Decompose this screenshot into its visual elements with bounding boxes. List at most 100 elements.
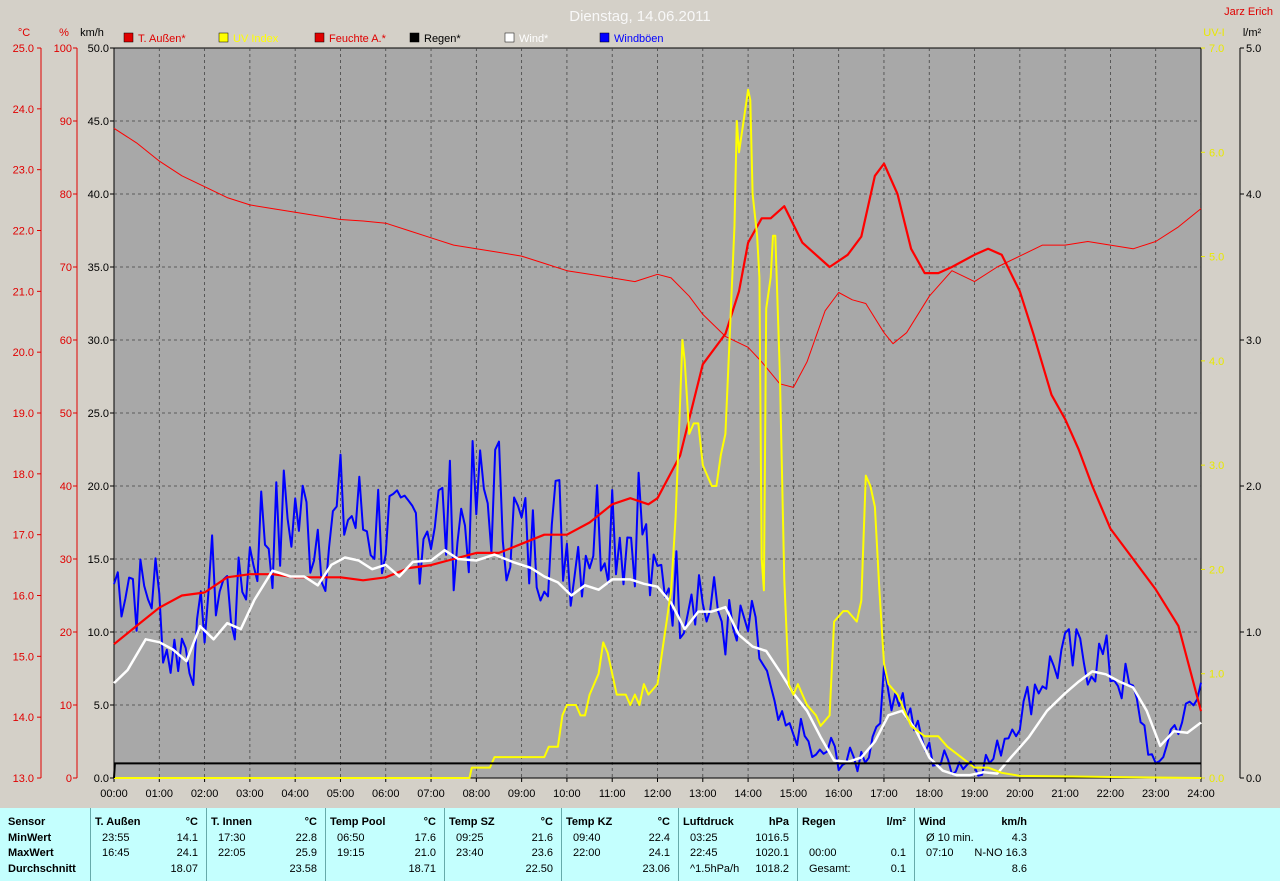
series-line-wind — [113, 548, 1202, 777]
chart-title: Dienstag, 14.06.2011 — [569, 8, 711, 25]
x-tick-label: 23:00 — [1142, 788, 1170, 800]
x-tick-label: 18:00 — [915, 788, 943, 800]
uv-tick-label: 3.0 — [1209, 460, 1224, 472]
rain-tick-label: 1.0 — [1246, 627, 1261, 639]
x-tick-label: 01:00 — [146, 788, 174, 800]
stats-group-name: Temp SZ — [449, 816, 495, 828]
stats-group-unit: °C — [304, 816, 317, 828]
legend-swatch — [504, 32, 515, 43]
x-tick-label: 03:00 — [236, 788, 264, 800]
temp-tick-label: 17.0 — [13, 530, 34, 542]
stats-column-divider — [678, 808, 679, 881]
uv-tick-label: 4.0 — [1209, 356, 1224, 368]
temp-tick-label: 20.0 — [13, 347, 34, 359]
temp-tick-label: 21.0 — [13, 286, 34, 298]
legend-swatch — [409, 32, 420, 43]
stats-time: 23:55 — [102, 832, 130, 844]
humidity-tick-label: 40 — [60, 481, 72, 493]
wind-tick-label: 45.0 — [88, 116, 109, 128]
uv-tick-label: 0.0 — [1209, 773, 1224, 785]
x-tick-label: 05:00 — [327, 788, 355, 800]
legend-label: Feuchte A.* — [329, 33, 387, 45]
wind-tick-label: 10.0 — [88, 627, 109, 639]
stats-value: 24.1 — [648, 847, 670, 859]
x-tick-label: 11:00 — [599, 788, 626, 800]
x-tick-label: 04:00 — [281, 788, 309, 800]
humidity-tick-label: 10 — [60, 700, 72, 712]
stats-value: 24.1 — [176, 847, 198, 859]
stats-value: 21.6 — [531, 832, 553, 844]
stats-group-unit: °C — [185, 816, 198, 828]
x-tick-label: 24:00 — [1187, 788, 1215, 800]
temp-tick-label: 18.0 — [13, 469, 34, 481]
wind-tick-label: 0.0 — [94, 773, 109, 785]
stats-value: 18.71 — [408, 863, 436, 875]
stats-time: Gesamt: — [809, 863, 851, 875]
stats-group-unit: km/h — [1001, 816, 1027, 828]
stats-row-label: MaxWert — [8, 847, 54, 859]
legend-label: T. Außen* — [138, 33, 186, 45]
weather-chart: 25.0 24.0 23.0 22.0 21.0 20.0 19.0 18.0 17.0 16.0… — [13, 6, 1273, 800]
uv-tick-label: 5.0 — [1209, 252, 1224, 264]
legend-swatch — [123, 32, 134, 43]
x-tick-label: 15:00 — [780, 788, 808, 800]
stats-value: 23.6 — [531, 847, 553, 859]
wind-tick-label: 5.0 — [94, 700, 109, 712]
wind-unit-label: km/h — [80, 27, 104, 39]
uv-unit-label: UV-I — [1203, 27, 1224, 39]
x-tick-label: 10:00 — [553, 788, 581, 800]
stats-row-label: Sensor — [8, 816, 46, 828]
grid — [114, 48, 1201, 778]
stats-column-divider — [90, 808, 91, 881]
humidity-tick-label: 20 — [60, 627, 72, 639]
stats-time: 19:15 — [337, 847, 365, 859]
author-label: Jarz Erich — [1224, 6, 1273, 18]
humidity-unit-label: % — [59, 27, 69, 39]
axes: 25.0 24.0 23.0 22.0 21.0 20.0 19.0 18.0 17.0 16.0… — [13, 27, 1262, 800]
stats-column-divider — [206, 808, 207, 881]
stats-group-name: Temp Pool — [330, 816, 386, 828]
stats-time: 09:40 — [573, 832, 601, 844]
x-tick-label: 20:00 — [1006, 788, 1034, 800]
x-tick-label: 14:00 — [734, 788, 762, 800]
stats-row-label: MinWert — [8, 832, 52, 844]
humidity-tick-label: 0 — [66, 773, 72, 785]
stats-group-name: Temp KZ — [566, 816, 613, 828]
data-lines — [113, 88, 1203, 779]
series-line-feuchte-a — [113, 127, 1202, 388]
x-tick-label: 06:00 — [372, 788, 400, 800]
stats-column-divider — [914, 808, 915, 881]
rain-tick-label: 0.0 — [1246, 773, 1261, 785]
wind-tick-label: 35.0 — [88, 262, 109, 274]
stats-time: 22:00 — [573, 847, 601, 859]
rain-tick-label: 2.0 — [1246, 481, 1261, 493]
humidity-tick-label: 90 — [60, 116, 72, 128]
x-tick-label: 00:00 — [100, 788, 128, 800]
temp-tick-label: 24.0 — [13, 104, 34, 116]
x-tick-label: 12:00 — [644, 788, 672, 800]
stats-time: 09:25 — [456, 832, 484, 844]
stats-group-name: Luftdruck — [683, 816, 734, 828]
temp-tick-label: 16.0 — [13, 591, 34, 603]
stats-time: 07:10 — [926, 847, 954, 859]
wind-tick-label: 40.0 — [88, 189, 109, 201]
series-line-windboeen — [113, 440, 1202, 777]
legend-swatch — [218, 32, 229, 43]
x-tick-label: 02:00 — [191, 788, 219, 800]
x-tick-label: 08:00 — [463, 788, 491, 800]
stats-time: Ø 10 min. — [926, 832, 974, 844]
stats-group-name: Regen — [802, 816, 836, 828]
wind-tick-label: 25.0 — [88, 408, 109, 420]
stats-value: 1018.2 — [755, 863, 789, 875]
temp-tick-label: 14.0 — [13, 712, 34, 724]
stats-value: 8.6 — [1011, 863, 1027, 875]
stats-group-unit: °C — [423, 816, 436, 828]
stats-time: 00:00 — [809, 847, 837, 859]
legend: T. Außen* UV Index Feuchte A.* Regen* Wind* W… — [123, 32, 664, 45]
x-tick-label: 22:00 — [1097, 788, 1125, 800]
humidity-tick-label: 50 — [60, 408, 72, 420]
stats-group-unit: l/m² — [886, 816, 906, 828]
uv-tick-label: 6.0 — [1209, 147, 1224, 159]
x-tick-label: 09:00 — [508, 788, 536, 800]
rain-unit-label: l/m² — [1243, 27, 1262, 39]
